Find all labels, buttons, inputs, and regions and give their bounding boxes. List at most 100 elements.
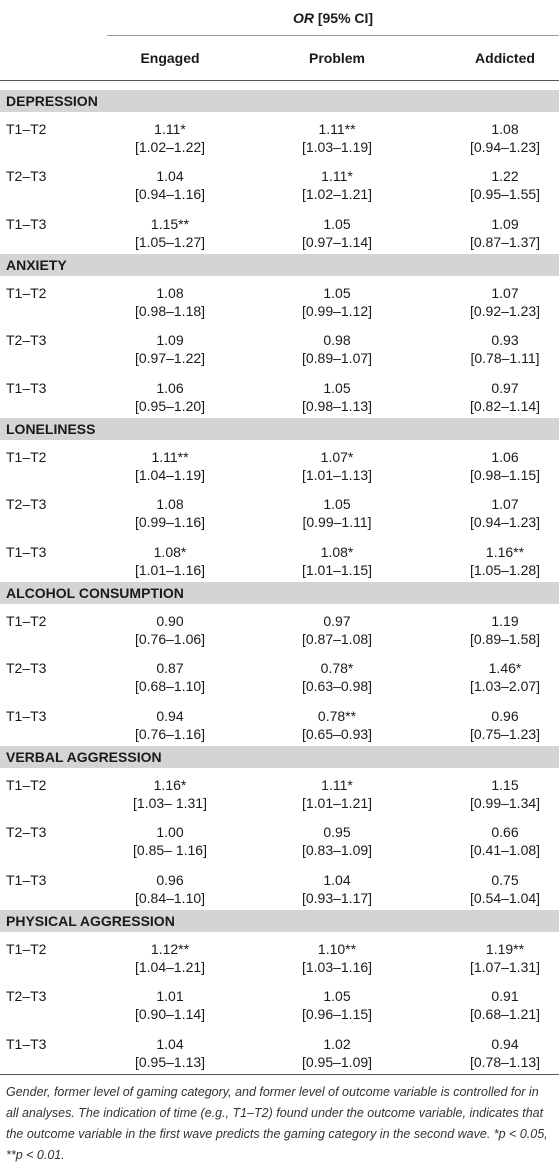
confidence-interval: [1.02–1.22] — [134, 139, 206, 155]
odds-ratio: 0.90 — [156, 613, 184, 629]
odds-ratio: 0.78* — [320, 660, 354, 677]
confidence-interval: [0.96–1.15] — [301, 1006, 373, 1023]
confidence-interval: [0.94–1.23] — [469, 514, 541, 531]
odds-ratio: 1.05 — [323, 379, 351, 396]
rule — [0, 80, 559, 81]
confidence-interval: [0.98–1.13] — [301, 397, 373, 414]
odds-ratio: 0.78** — [317, 707, 357, 724]
time-label: T1–T2 — [6, 285, 47, 301]
odds-ratio: 0.91 — [491, 988, 519, 1005]
time-label: T1–T2 — [6, 121, 47, 137]
odds-ratio: 1.11** — [151, 449, 189, 465]
rule — [0, 1074, 559, 1075]
confidence-interval: [0.78–1.13] — [469, 1053, 541, 1070]
confidence-interval: [1.05–1.28] — [469, 561, 541, 578]
odds-ratio: 1.08 — [491, 121, 519, 137]
confidence-interval: [1.05–1.27] — [134, 233, 206, 250]
confidence-interval: [1.01–1.21] — [301, 795, 373, 811]
odds-ratio: 1.19** — [485, 941, 525, 957]
confidence-interval: [0.95–1.13] — [134, 1053, 206, 1070]
odds-ratio: 1.11* — [154, 121, 186, 137]
odds-ratio: 1.08 — [156, 496, 184, 513]
odds-ratio: 1.15** — [150, 215, 190, 232]
confidence-interval: [0.68–1.10] — [134, 678, 206, 695]
odds-ratio: 1.09 — [156, 332, 184, 349]
section-band: PHYSICAL AGGRESSION — [0, 910, 559, 932]
odds-ratio: 1.08 — [156, 285, 184, 301]
confidence-interval: [0.41–1.08] — [469, 842, 541, 859]
odds-ratio: 1.05 — [323, 496, 351, 513]
time-label: T1–T3 — [6, 379, 47, 396]
time-label: T2–T3 — [6, 660, 47, 677]
odds-ratio: 1.05 — [323, 215, 351, 232]
section-band: ANXIETY — [0, 254, 559, 276]
confidence-interval: [0.98–1.15] — [469, 467, 541, 483]
confidence-interval: [0.95–1.55] — [469, 186, 541, 203]
time-label: T1–T3 — [6, 707, 47, 724]
section-band: LONELINESS — [0, 418, 559, 440]
odds-ratio: 0.97 — [491, 379, 519, 396]
confidence-interval: [0.82–1.14] — [469, 397, 541, 414]
odds-ratio: 1.16** — [485, 543, 525, 560]
odds-ratio: 1.05 — [323, 988, 351, 1005]
column-header: Addicted — [475, 50, 535, 66]
odds-ratio: 0.87 — [156, 660, 184, 677]
confidence-interval: [1.07–1.31] — [469, 959, 541, 975]
confidence-interval: [0.90–1.14] — [134, 1006, 206, 1023]
odds-ratio: 1.08* — [153, 543, 187, 560]
odds-ratio: 1.22 — [491, 168, 519, 185]
odds-ratio: 1.19 — [491, 613, 519, 629]
odds-ratio: 1.04 — [156, 168, 184, 185]
confidence-interval: [0.98–1.18] — [134, 303, 206, 319]
confidence-interval: [0.95–1.20] — [134, 397, 206, 414]
confidence-interval: [0.94–1.16] — [134, 186, 206, 203]
title-italic: OR — [292, 10, 314, 26]
confidence-interval: [0.83–1.09] — [301, 842, 373, 859]
section-title: VERBAL AGGRESSION — [6, 749, 162, 765]
time-label: T2–T3 — [6, 332, 47, 349]
time-label: T1–T3 — [6, 215, 47, 232]
confidence-interval: [1.01–1.13] — [301, 467, 373, 483]
odds-ratio: 1.04 — [323, 871, 351, 888]
odds-ratio: 1.15 — [491, 777, 519, 793]
odds-ratio: 1.01 — [156, 988, 184, 1005]
confidence-interval: [0.63–0.98] — [301, 678, 373, 695]
confidence-interval: [0.54–1.04] — [469, 889, 541, 906]
confidence-interval: [1.01–1.16] — [134, 561, 206, 578]
odds-ratio: 0.93 — [491, 332, 519, 349]
time-label: T1–T2 — [6, 613, 47, 629]
odds-ratio: 1.11* — [321, 777, 353, 793]
time-label: T1–T3 — [6, 543, 47, 560]
confidence-interval: [0.85– 1.16] — [133, 842, 207, 859]
time-label: T1–T3 — [6, 871, 47, 888]
odds-ratio: 1.11* — [321, 168, 353, 185]
odds-ratio: 1.12** — [150, 941, 190, 957]
section-band: DEPRESSION — [0, 90, 559, 112]
odds-ratio: 0.98 — [323, 332, 351, 349]
confidence-interval: [0.94–1.23] — [469, 139, 541, 155]
confidence-interval: [1.03–1.16] — [301, 959, 373, 975]
section-title: PHYSICAL AGGRESSION — [6, 913, 175, 929]
odds-ratio: 1.11** — [318, 121, 356, 137]
confidence-interval: [0.78–1.11] — [470, 350, 540, 367]
column-header: Problem — [308, 50, 365, 66]
confidence-interval: [1.04–1.19] — [134, 467, 206, 483]
odds-ratio: 1.07* — [320, 449, 354, 465]
odds-ratio: 0.96 — [491, 707, 519, 724]
odds-ratio: 0.94 — [156, 707, 184, 724]
title-rest: [95% CI] — [317, 10, 374, 26]
odds-ratio: 1.46* — [488, 660, 522, 677]
confidence-interval: [0.99–1.16] — [134, 514, 206, 531]
confidence-interval: [1.03–2.07] — [469, 678, 541, 695]
time-label: T1–T2 — [6, 941, 47, 957]
confidence-interval: [1.01–1.15] — [301, 561, 373, 578]
confidence-interval: [0.97–1.22] — [134, 350, 206, 367]
confidence-interval: [0.87–1.37] — [469, 233, 541, 250]
table-title: OR [95% CI] — [107, 10, 559, 26]
confidence-interval: [0.65–0.93] — [301, 725, 373, 742]
confidence-interval: [0.99–1.12] — [301, 303, 373, 319]
odds-ratio: 0.94 — [491, 1035, 519, 1052]
odds-ratio: 1.05 — [323, 285, 351, 301]
confidence-interval: [1.03– 1.31] — [133, 795, 207, 811]
odds-ratio: 0.75 — [491, 871, 519, 888]
